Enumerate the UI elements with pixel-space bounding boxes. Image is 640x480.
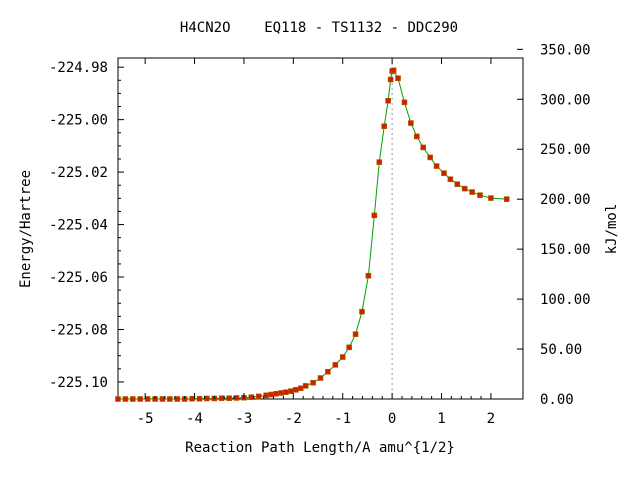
y2-axis-label: kJ/mol bbox=[604, 204, 620, 255]
y2-axis-ticks: 0.00 50.00 100.00 150.00 200.00 250.00 300.00 3… bbox=[517, 42, 591, 408]
data-point bbox=[381, 123, 388, 129]
x-tick-label: 1 bbox=[437, 411, 445, 427]
data-point bbox=[317, 375, 324, 381]
y-tick-label: -225.10 bbox=[49, 375, 108, 391]
data-point bbox=[385, 97, 391, 104]
data-point bbox=[218, 395, 225, 402]
data-point bbox=[226, 395, 232, 402]
data-point bbox=[325, 368, 331, 375]
x-tick-label: 2 bbox=[487, 411, 495, 427]
data-point bbox=[130, 396, 136, 402]
chart-title: H4CN2O EQ118 - TS1132 - DDC290 bbox=[180, 20, 458, 36]
data-point bbox=[233, 395, 240, 401]
data-point bbox=[278, 390, 284, 396]
x-tick-label: -3 bbox=[236, 411, 253, 427]
data-point bbox=[302, 383, 309, 389]
x-tick-label: -2 bbox=[285, 411, 302, 427]
data-point bbox=[365, 272, 372, 279]
y-tick-label: -225.08 bbox=[49, 322, 108, 338]
data-point bbox=[159, 396, 166, 402]
series-line bbox=[118, 69, 507, 400]
data-point bbox=[427, 154, 433, 161]
data-point bbox=[332, 362, 339, 368]
data-point bbox=[477, 192, 483, 198]
plot-frame bbox=[117, 57, 524, 400]
x-tick-label: 0 bbox=[388, 411, 396, 427]
data-point bbox=[376, 159, 383, 165]
data-point bbox=[144, 396, 151, 402]
data-point bbox=[371, 212, 378, 219]
data-point bbox=[167, 396, 173, 402]
y-tick-label: -225.06 bbox=[49, 270, 108, 286]
data-point bbox=[196, 395, 203, 402]
data-point bbox=[122, 396, 129, 402]
y2-tick-label: 0.00 bbox=[540, 392, 574, 408]
data-point bbox=[174, 396, 181, 402]
data-point bbox=[454, 181, 461, 187]
data-point bbox=[408, 120, 414, 126]
y2-tick-label: 250.00 bbox=[540, 142, 591, 158]
data-point bbox=[387, 76, 394, 83]
data-point bbox=[288, 388, 294, 394]
data-point bbox=[488, 195, 494, 201]
data-point bbox=[441, 170, 447, 176]
data-point bbox=[390, 67, 397, 74]
y2-tick-label: 100.00 bbox=[540, 292, 591, 308]
data-point bbox=[255, 393, 262, 400]
y2-tick-label: 300.00 bbox=[540, 92, 591, 108]
y2-tick-label: 350.00 bbox=[540, 42, 591, 58]
data-point bbox=[401, 99, 408, 106]
x-tick-label: -1 bbox=[334, 411, 351, 427]
y-tick-label: -224.98 bbox=[49, 60, 108, 76]
data-point bbox=[297, 385, 304, 392]
data-point bbox=[395, 75, 401, 81]
y2-tick-label: 50.00 bbox=[540, 342, 582, 358]
x-axis-label: Reaction Path Length/A amu^{1/2} bbox=[185, 440, 455, 456]
data-point bbox=[447, 176, 454, 182]
data-point bbox=[310, 379, 316, 386]
data-point bbox=[433, 163, 440, 169]
series-markers bbox=[115, 67, 510, 402]
data-point bbox=[115, 396, 121, 402]
data-point bbox=[263, 392, 269, 399]
y-axis-label: Energy/Hartree bbox=[18, 170, 34, 288]
data-point bbox=[189, 395, 195, 402]
data-point bbox=[503, 196, 510, 202]
data-point bbox=[359, 308, 365, 315]
y-tick-label: -225.02 bbox=[49, 165, 108, 181]
data-point bbox=[137, 396, 144, 402]
data-point bbox=[420, 144, 427, 151]
data-point bbox=[273, 390, 279, 397]
x-tick-label: -5 bbox=[137, 411, 154, 427]
data-point bbox=[339, 354, 346, 360]
y-tick-label: -225.04 bbox=[49, 218, 108, 234]
data-point bbox=[283, 389, 289, 395]
data-point bbox=[352, 331, 359, 338]
data-point bbox=[461, 185, 468, 192]
y2-tick-label: 200.00 bbox=[540, 192, 591, 208]
y-axis-ticks: -225.10 -225.08 -225.06 -225.04 -225.02 -225.… bbox=[49, 60, 124, 391]
x-tick-label: -4 bbox=[186, 411, 203, 427]
data-point bbox=[204, 395, 210, 402]
y2-tick-label: 150.00 bbox=[540, 242, 591, 258]
data-point bbox=[346, 344, 352, 351]
data-point bbox=[248, 394, 255, 400]
data-point bbox=[292, 387, 299, 393]
data-point bbox=[268, 391, 274, 398]
data-point bbox=[414, 133, 420, 140]
x-axis-ticks: -5 -4 -3 -2 -1 0 1 2 bbox=[137, 58, 495, 427]
data-point bbox=[469, 189, 475, 195]
y-tick-label: -225.00 bbox=[49, 113, 108, 129]
